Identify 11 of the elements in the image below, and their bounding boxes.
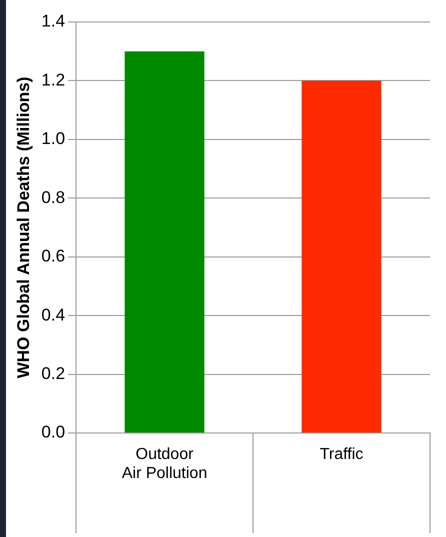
y-axis-title: WHO Global Annual Deaths (Millions) [14,76,33,378]
x-tick-label: Outdoor Air Pollution [122,446,208,482]
y-tick-label: 0.8 [41,188,66,207]
x-tick-label: Traffic [320,446,364,464]
y-tick-label: 0.0 [41,422,66,442]
y-tick-label: 1.2 [41,70,66,90]
y-tick-label: 0.6 [41,246,66,266]
y-tick-label: 1.4 [41,12,66,31]
y-tick-label: 0.2 [41,364,66,383]
y-tick-label: 1.0 [41,129,66,148]
y-tick-label: 0.4 [41,305,66,324]
